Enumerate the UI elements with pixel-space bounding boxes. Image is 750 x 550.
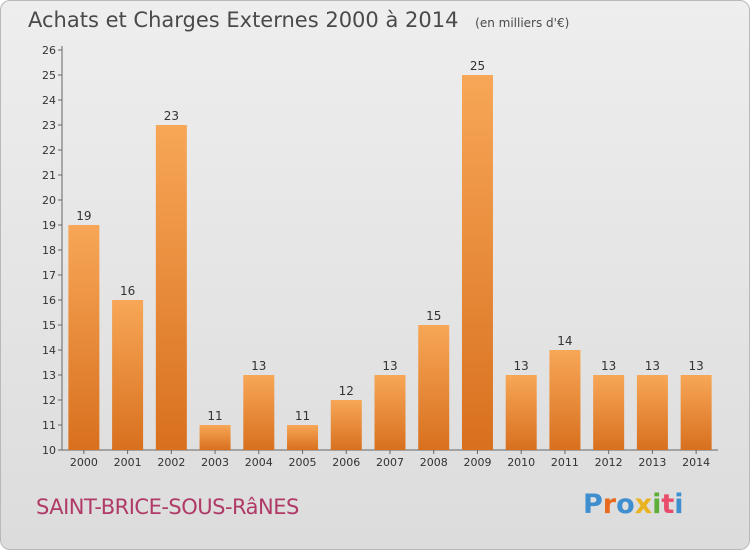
bar	[112, 300, 144, 450]
bar-value-label: 25	[470, 59, 485, 73]
y-tick-label: 20	[42, 194, 56, 207]
x-tick-label: 2007	[376, 456, 404, 469]
x-tick-label: 2001	[114, 456, 142, 469]
x-tick-label: 2009	[463, 456, 491, 469]
bar-value-label: 15	[426, 309, 441, 323]
y-tick-label: 22	[42, 144, 56, 157]
proxiti-logo[interactable]: Proxiti	[583, 489, 684, 520]
x-tick-label: 2004	[245, 456, 273, 469]
x-tick-label: 2013	[638, 456, 666, 469]
chart-title-text: Achats et Charges Externes 2000 à 2014	[28, 8, 459, 32]
bar	[287, 425, 319, 450]
bar-value-label: 19	[76, 209, 91, 223]
bar	[68, 225, 100, 450]
bar-value-label: 13	[382, 359, 397, 373]
y-tick-label: 14	[42, 344, 56, 357]
bar	[155, 125, 187, 450]
y-tick-label: 16	[42, 294, 56, 307]
logo-letter: x	[634, 489, 653, 520]
bar-value-label: 13	[514, 359, 529, 373]
bar	[593, 375, 625, 450]
y-tick-label: 18	[42, 244, 56, 257]
logo-letter: P	[583, 489, 603, 520]
y-tick-label: 15	[42, 319, 56, 332]
bar	[243, 375, 275, 450]
chart-unit-label: (en milliers d'€)	[475, 16, 570, 30]
bar	[199, 425, 231, 450]
bar-value-label: 11	[295, 409, 310, 423]
y-tick-label: 11	[42, 419, 56, 432]
y-tick-label: 24	[42, 94, 56, 107]
bar	[549, 350, 581, 450]
bar	[418, 325, 450, 450]
y-tick-label: 19	[42, 219, 56, 232]
y-tick-label: 17	[42, 269, 56, 282]
x-tick-label: 2014	[682, 456, 710, 469]
x-tick-label: 2006	[332, 456, 360, 469]
bar-value-label: 13	[645, 359, 660, 373]
x-tick-label: 2000	[70, 456, 98, 469]
bar-value-label: 13	[688, 359, 703, 373]
logo-letter: i	[652, 489, 662, 520]
y-tick-label: 13	[42, 369, 56, 382]
x-tick-label: 2011	[551, 456, 579, 469]
x-tick-label: 2012	[595, 456, 623, 469]
logo-letter: r	[602, 489, 617, 520]
y-tick-label: 25	[42, 69, 56, 82]
bar	[374, 375, 406, 450]
town-name: SAINT-BRICE-SOUS-RâNES	[36, 495, 299, 519]
bar-value-label: 11	[207, 409, 222, 423]
bar-value-label: 13	[601, 359, 616, 373]
bar-value-label: 12	[339, 384, 354, 398]
bar-value-label: 13	[251, 359, 266, 373]
x-tick-label: 2010	[507, 456, 535, 469]
bar-value-label: 14	[557, 334, 572, 348]
bar	[330, 400, 362, 450]
bar-value-label: 23	[164, 109, 179, 123]
x-tick-label: 2003	[201, 456, 229, 469]
bar	[680, 375, 712, 450]
y-tick-label: 26	[42, 44, 56, 57]
x-tick-label: 2002	[157, 456, 185, 469]
x-tick-label: 2005	[289, 456, 317, 469]
bar	[461, 75, 493, 450]
logo-letter: o	[616, 489, 635, 520]
bar-value-label: 16	[120, 284, 135, 298]
bar	[636, 375, 668, 450]
y-tick-label: 10	[42, 444, 56, 457]
logo-letter: i	[674, 489, 684, 520]
y-tick-label: 21	[42, 169, 56, 182]
y-tick-label: 23	[42, 119, 56, 132]
chart-title: Achats et Charges Externes 2000 à 2014 (…	[28, 8, 569, 32]
logo-letter: t	[661, 489, 675, 520]
y-tick-label: 12	[42, 394, 56, 407]
bar	[505, 375, 537, 450]
x-tick-label: 2008	[420, 456, 448, 469]
